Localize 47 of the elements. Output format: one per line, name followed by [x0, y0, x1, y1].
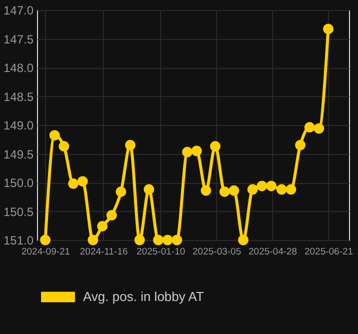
- point: [134, 234, 145, 246]
- point: [247, 184, 258, 195]
- point: [97, 220, 108, 232]
- point: [256, 180, 268, 192]
- point: [88, 234, 98, 246]
- point: [40, 234, 51, 246]
- point: [200, 185, 212, 196]
- y-tick-label: 149.0: [3, 118, 34, 132]
- y-tick-label: 147.5: [3, 32, 34, 46]
- point: [219, 186, 230, 197]
- y-tick-label: 150.0: [3, 176, 34, 190]
- x-tick-label: 2025-01-10: [136, 246, 186, 258]
- y-tick-label: 148.5: [3, 90, 34, 104]
- point: [125, 140, 136, 150]
- point: [106, 210, 117, 221]
- point: [266, 180, 277, 192]
- point: [228, 185, 240, 196]
- point: [58, 141, 70, 152]
- x-tick-label: 2025-03-05: [192, 246, 242, 258]
- point: [238, 234, 249, 246]
- y-tick-label: 150.5: [3, 204, 34, 219]
- legend-label: Avg. pos. in lobby AT: [83, 289, 204, 304]
- point: [49, 130, 60, 141]
- x-tick-label: 2025-04-28: [248, 246, 298, 258]
- point: [323, 24, 334, 34]
- y-tick-label: 151.0: [3, 234, 34, 248]
- point: [182, 146, 193, 158]
- point: [144, 184, 154, 195]
- y-tick-label: 149.5: [3, 147, 34, 162]
- point: [304, 122, 315, 133]
- x-tick-label: 2024-09-21: [21, 246, 70, 258]
- point: [276, 184, 287, 195]
- point: [172, 234, 182, 246]
- point: [295, 140, 306, 150]
- point: [68, 178, 79, 189]
- x-tick-label: 2024-11-16: [80, 246, 128, 258]
- point: [210, 141, 221, 152]
- point: [116, 186, 126, 197]
- point: [286, 184, 296, 195]
- y-tick-label: 148.0: [3, 61, 34, 75]
- point: [162, 234, 173, 246]
- x-tick-label: 2025-06-21: [304, 246, 354, 258]
- point: [191, 146, 202, 156]
- point: [314, 123, 324, 134]
- point: [153, 234, 164, 246]
- y-tick-label: 147.0: [3, 4, 34, 18]
- point: [77, 176, 88, 187]
